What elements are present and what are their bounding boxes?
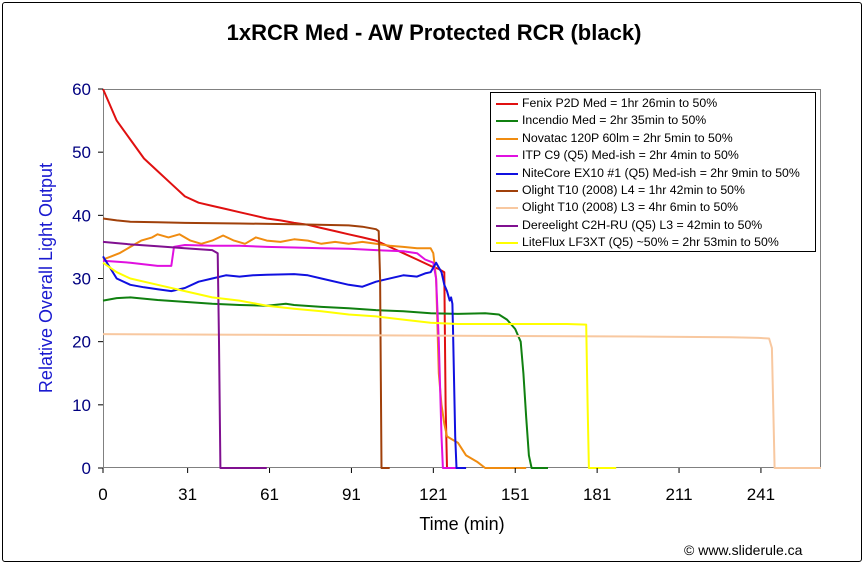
x-tick-label: 181 — [583, 485, 611, 504]
legend-swatch — [496, 242, 518, 245]
legend-label: Olight T10 (2008) L4 = 1hr 42min to 50% — [522, 183, 745, 197]
legend-item: ITP C9 (Q5) Med-ish = 2hr 4min to 50% — [491, 147, 813, 164]
legend-label: NiteCore EX10 #1 (Q5) Med-ish = 2hr 9min… — [522, 165, 800, 180]
x-tick-label: 91 — [342, 485, 361, 504]
y-tick-label: 30 — [72, 270, 91, 289]
y-tick-label: 40 — [72, 206, 91, 225]
legend-swatch — [496, 172, 518, 175]
x-axis-ticks: 0 31 61 91 121 151 181 211 241 — [98, 468, 775, 504]
legend-label: Novatac 120P 60lm = 2hr 5min to 50% — [522, 130, 733, 145]
legend-item: NiteCore EX10 #1 (Q5) Med-ish = 2hr 9min… — [491, 165, 813, 182]
y-axis-ticks: 0 10 20 30 40 50 60 — [72, 80, 103, 478]
legend-item: Olight T10 (2008) L4 = 1hr 42min to 50% — [491, 182, 813, 199]
series-line-9 — [102, 261, 617, 469]
credit-text: © www.sliderule.ca — [684, 542, 803, 558]
legend-label: Dereelight C2H-RU (Q5) L3 = 42min to 50% — [522, 217, 763, 232]
y-tick-label: 0 — [82, 459, 91, 478]
y-tick-label: 60 — [72, 80, 91, 99]
x-tick-label: 0 — [98, 485, 107, 504]
y-tick-label: 50 — [72, 143, 91, 162]
legend-label: LiteFlux LF3XT (Q5) ~50% = 2hr 53min to … — [522, 235, 779, 250]
legend-swatch — [496, 224, 518, 227]
x-tick-label: 31 — [178, 485, 197, 504]
legend-swatch — [496, 137, 518, 140]
series-line-1 — [102, 88, 458, 469]
chart-legend: Fenix P2D Med = 1hr 26min to 50% Incendio… — [490, 92, 816, 252]
x-axis-title: Time (min) — [419, 514, 504, 534]
legend-item: Dereelight C2H-RU (Q5) L3 = 42min to 50% — [491, 217, 813, 234]
y-tick-label: 20 — [72, 333, 91, 352]
legend-swatch — [496, 190, 518, 192]
series-line-3 — [102, 233, 527, 469]
legend-swatch — [496, 207, 518, 210]
series-line-7 — [102, 333, 821, 469]
legend-swatch — [496, 103, 518, 105]
series-line-4 — [102, 244, 458, 469]
legend-label: Incendio Med = 2hr 35min to 50% — [522, 113, 707, 128]
x-tick-label: 61 — [260, 485, 279, 504]
y-tick-label: 10 — [72, 396, 91, 415]
legend-item: Incendio Med = 2hr 35min to 50% — [491, 112, 813, 129]
legend-label: Olight T10 (2008) L3 = 4hr 6min to 50% — [522, 200, 739, 215]
x-tick-label: 211 — [665, 485, 692, 504]
x-tick-label: 121 — [419, 485, 447, 504]
legend-item: Fenix P2D Med = 1hr 26min to 50% — [491, 95, 813, 112]
legend-item: LiteFlux LF3XT (Q5) ~50% = 2hr 53min to … — [491, 234, 813, 251]
chart-title: 1xRCR Med - AW Protected RCR (black) — [226, 20, 642, 45]
series-line-8 — [102, 240, 267, 469]
series-line-6 — [102, 217, 390, 469]
x-tick-label: 151 — [501, 485, 529, 504]
legend-swatch — [496, 155, 518, 158]
y-axis-title: Relative Overall Light Output — [36, 163, 56, 393]
legend-label: Fenix P2D Med = 1hr 26min to 50% — [522, 96, 718, 110]
x-tick-label: 241 — [747, 485, 775, 504]
series-line-2 — [102, 296, 548, 469]
series-line-5 — [102, 255, 467, 469]
legend-item: Olight T10 (2008) L3 = 4hr 6min to 50% — [491, 199, 813, 216]
legend-label: ITP C9 (Q5) Med-ish = 2hr 4min to 50% — [522, 148, 739, 163]
legend-item: Novatac 120P 60lm = 2hr 5min to 50% — [491, 130, 813, 147]
series-layer — [102, 88, 821, 469]
legend-swatch — [496, 120, 518, 123]
